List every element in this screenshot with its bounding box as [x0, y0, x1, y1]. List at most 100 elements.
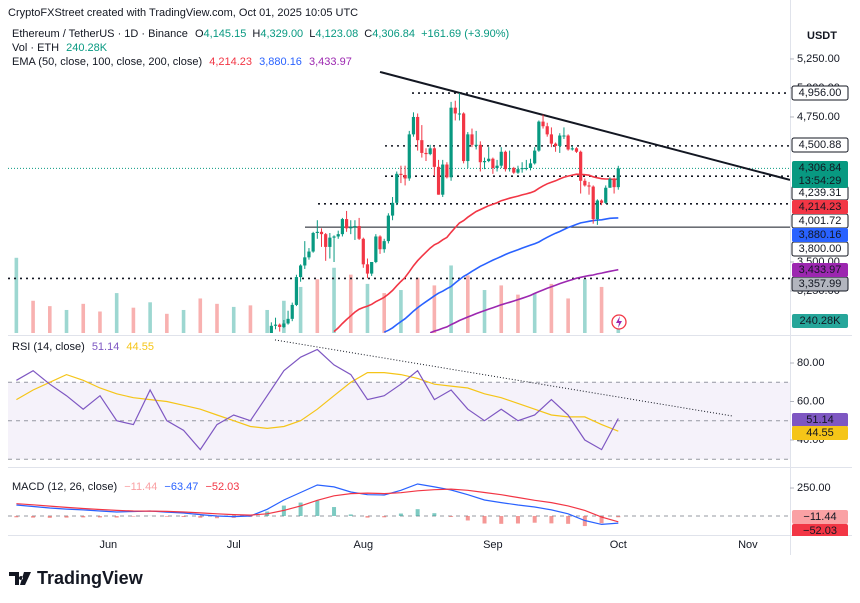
- price-axis: 5,250.005,000.004,750.003,500.003,250.00…: [790, 53, 849, 537]
- candle-body: [353, 226, 357, 228]
- candle-body: [487, 158, 491, 162]
- candle-body: [374, 236, 378, 262]
- rsi-badge-bg: [792, 413, 848, 427]
- volume-bar: [449, 265, 453, 333]
- candle-body: [545, 126, 549, 135]
- candle-body: [595, 200, 599, 220]
- rsi-badge: 44.55: [806, 427, 834, 439]
- macd-histogram-bar: [616, 515, 621, 518]
- volume-label: Vol · ETH: [12, 42, 59, 54]
- volume-bar: [114, 293, 119, 333]
- x-tick-label: Jun: [99, 539, 117, 551]
- logo-icon: [9, 572, 31, 585]
- rsi-badge: 51.14: [806, 414, 834, 426]
- rsi-value: 51.14: [92, 341, 120, 353]
- candle-body: [499, 151, 503, 166]
- ema-badge: 3,880.16: [799, 229, 842, 241]
- candle-body: [273, 324, 278, 326]
- countdown: 13:54:29: [799, 175, 842, 187]
- macd-histogram-bar: [298, 502, 303, 516]
- rsi-badge-bg: [792, 426, 848, 440]
- candle-body: [445, 164, 449, 178]
- macd-legend: MACD (12, 26, close) −11.44 −63.47 −52.0…: [12, 481, 239, 493]
- candle-body: [566, 135, 570, 150]
- watermark: CryptoFXStreet created with TradingView.…: [8, 7, 358, 19]
- candle-body: [390, 202, 395, 216]
- volume-bar: [482, 290, 487, 333]
- candle-body: [453, 107, 457, 114]
- volume-legend: Vol · ETH 240.28K: [12, 42, 108, 54]
- candle-body: [541, 121, 545, 127]
- ema-line: [383, 217, 619, 333]
- volume-badge-bg: [792, 314, 848, 328]
- volume-bar: [566, 298, 570, 333]
- level-badge: 4,956.00: [799, 87, 842, 99]
- macd-signal-badge: −52.03: [803, 525, 837, 537]
- trendline: [379, 70, 790, 181]
- macd-label: MACD (12, 26, close): [12, 481, 117, 493]
- candle-body: [407, 134, 411, 179]
- macd-histogram-bar: [114, 515, 119, 518]
- ohlc-value: 4,329.00: [260, 28, 303, 40]
- volume-bar: [31, 300, 35, 333]
- logo-text: TradingView: [37, 568, 144, 588]
- ema-badge-bg: [792, 263, 848, 277]
- rsi-ma-value: 44.55: [126, 341, 154, 353]
- volume-bar: [198, 298, 203, 333]
- candle-body: [591, 186, 595, 220]
- macd-signal-badge-bg: [792, 524, 848, 536]
- candle-body: [491, 158, 495, 169]
- candle-body: [495, 165, 499, 169]
- candle-body: [432, 148, 436, 167]
- macd-histogram-bar: [64, 515, 69, 518]
- macd-histogram-bar: [198, 515, 203, 518]
- macd-histogram-bar: [215, 515, 219, 519]
- macd-histogram-bar: [398, 513, 403, 516]
- macd-histogram-bar: [31, 515, 36, 518]
- macd-hist-badge-bg: [792, 510, 848, 524]
- last-price-badge: 4,306.84: [799, 162, 842, 174]
- volume-bar: [315, 279, 320, 333]
- x-tick-label: Aug: [354, 539, 374, 551]
- y-tick-label: 250.00: [797, 482, 831, 494]
- volume-bar: [332, 267, 336, 333]
- candle-body: [357, 226, 361, 239]
- candle-body: [616, 168, 620, 188]
- ohlc-change: +161.69 (+3.90%): [421, 28, 509, 40]
- volume-bar: [583, 279, 587, 333]
- volume-badge: 240.28K: [800, 315, 842, 327]
- macd-histogram-bar: [348, 514, 353, 516]
- macd-value: −63.47: [164, 481, 198, 493]
- y-tick-label: 80.00: [797, 357, 825, 369]
- volume-bar: [599, 286, 604, 333]
- candle-body: [420, 140, 424, 153]
- ema-badge: 3,433.97: [799, 264, 842, 276]
- volume-bar: [382, 293, 386, 333]
- volume-bar: [549, 283, 554, 333]
- rsi-trendline: [274, 339, 733, 417]
- level-badge: 4,239.31: [799, 187, 842, 199]
- ohlc-key: O: [195, 28, 204, 40]
- macd-histogram-bar: [532, 515, 537, 523]
- candle-body: [516, 169, 520, 173]
- volume-bar: [215, 303, 219, 333]
- candle-body: [294, 277, 299, 305]
- ema-value: 4,214.23: [209, 56, 252, 68]
- volume-value: 240.28K: [66, 42, 108, 54]
- candle-body: [457, 113, 462, 115]
- symbol-legend: Ethereum / TetherUS · 1D · Binance O4,14…: [12, 28, 509, 40]
- volume-bar: [265, 309, 269, 333]
- ema-badge-bg: [792, 200, 848, 214]
- candle-body: [508, 168, 512, 170]
- level-badge-bg: [791, 85, 849, 101]
- candle-body: [512, 168, 516, 173]
- candle-body: [278, 324, 282, 327]
- x-tick-label: Oct: [610, 539, 627, 551]
- candle-body: [336, 234, 340, 237]
- macd-histogram-bar: [432, 513, 437, 516]
- candle-body: [574, 148, 579, 152]
- candle-body: [344, 219, 349, 229]
- macd-histogram-bar: [131, 515, 136, 517]
- candle-body: [478, 144, 482, 163]
- candle-body: [382, 241, 386, 250]
